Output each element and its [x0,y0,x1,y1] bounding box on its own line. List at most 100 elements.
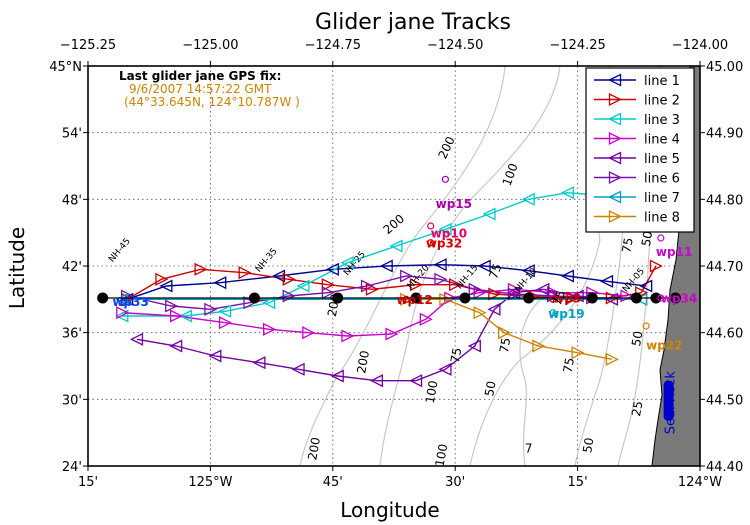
track-point-line-2 [282,272,296,286]
track-point-line-3 [115,309,129,323]
track-point-line-5 [570,289,584,303]
right-tick-label: 44.60 [706,327,743,342]
track-point-line-2 [155,272,169,286]
bathymetry-contour [299,65,506,467]
track-point-line-1 [379,259,393,273]
station-marker [332,292,344,304]
legend-label: line 8 [644,211,680,226]
track-point-line-1 [271,269,286,283]
legend-label: line 4 [644,133,680,148]
waypoint-marker [441,175,450,183]
gps-fix-heading: Last glider jane GPS fix: [119,69,281,83]
track-point-line-6 [282,289,296,303]
track-point-line-8 [439,292,453,306]
contour-label: 200 [325,293,343,318]
track-point-line-8 [473,306,487,320]
legend-marker-line-7 [608,190,622,204]
legend-label: line 6 [644,172,680,187]
track-point-line-4 [341,329,355,343]
waypoint-marker [402,295,410,303]
legend-marker-line-1 [608,73,622,87]
track-point-line-5 [604,292,619,306]
station-marker [650,292,662,304]
track-point-line-2 [409,278,423,292]
waypoint-label: wp3 [553,292,581,306]
bottom-tick-label: 15' [78,475,98,490]
bottom-tick-label: 15' [568,475,588,490]
track-point-line-2 [488,287,502,301]
right-tick-label: 44.90 [706,127,743,142]
track-point-line-3 [521,192,535,206]
legend-label: line 1 [644,74,680,89]
top-tick-label: −125.00 [182,38,238,53]
right-tick-label: 44.80 [706,193,743,208]
track-point-line-4 [116,306,130,320]
waypoint-label: wp32 [426,236,462,250]
legend-label: line 2 [644,94,680,109]
track-point-line-6 [468,282,482,296]
left-tick-label: 48' [62,193,82,208]
track-point-line-3 [218,304,232,318]
station-marker [670,292,682,304]
waypoint-label: wp12 [396,293,432,307]
legend-marker-line-4 [608,131,622,146]
track-point-line-4 [169,309,184,323]
legend-marker-line-5 [608,151,622,165]
contour-label: 50 [482,380,498,397]
left-tick-label: 30' [62,393,82,408]
gps-fix-annotation: Last glider jane GPS fix: 9/6/2007 14:57… [119,69,300,109]
track-point-line-5 [330,369,344,383]
legend-marker-line-6 [608,170,622,185]
station-marker [410,292,422,304]
track-point-line-1 [213,276,227,290]
marker-layer [97,175,682,421]
legend-marker-line-2 [608,92,622,107]
track-point-line-5 [487,302,501,316]
track-point-line-5 [369,374,384,388]
legend-marker-line-8 [608,209,622,224]
station-label: NH-45 [107,237,133,265]
waypoint-label: wp19 [548,307,584,321]
left-tick-label: 36' [62,327,82,342]
track-point-line-6 [400,269,414,283]
track-point-line-2 [321,278,335,292]
y-axis-label: Latitude [5,227,29,309]
track-point-line-6 [204,302,218,316]
track-point-line-5 [130,332,144,346]
track-point-line-8 [532,339,546,353]
contour-label: 200 [354,349,372,374]
place-marker [663,380,674,421]
contour-label: 100 [423,379,441,404]
track-point-line-2 [238,266,252,280]
station-marker [523,292,535,304]
track-point-line-7 [115,292,129,306]
contour-label: 75 [448,347,464,364]
right-tick-label: 44.40 [706,460,743,475]
contour-label: 75 [619,237,635,254]
top-tick-label: −124.50 [427,38,483,53]
track-point-line-3 [296,279,310,293]
x-axis-label: Longitude [340,498,439,522]
track-point-line-5 [467,339,481,353]
contour-label: 100 [433,443,451,468]
top-tick-label: −124.75 [305,38,361,53]
track-point-line-3 [482,207,496,221]
left-tick-label: 45°N [49,60,82,75]
waypoint-marker [118,299,126,307]
track-point-line-3 [560,186,574,200]
station-marker [248,292,260,304]
waypoint-label: wp22 [646,338,682,352]
track-point-line-5 [291,362,305,376]
station-label: NH-35 [254,247,280,275]
track-point-line-4 [385,327,399,341]
place-label: Seal Rock [664,371,679,435]
waypoint-marker [549,309,557,317]
bottom-tick-label: 45' [323,475,343,490]
contour-label: 50 [629,330,645,347]
waypoint-label: wp15 [436,197,472,211]
legend-label: line 3 [644,113,680,128]
track-point-line-5 [252,356,266,370]
gps-fix-position: (44°33.645N, 124°10.787W ) [124,95,300,109]
contour-label: 75 [486,262,504,281]
bathymetry-contour [379,65,561,467]
